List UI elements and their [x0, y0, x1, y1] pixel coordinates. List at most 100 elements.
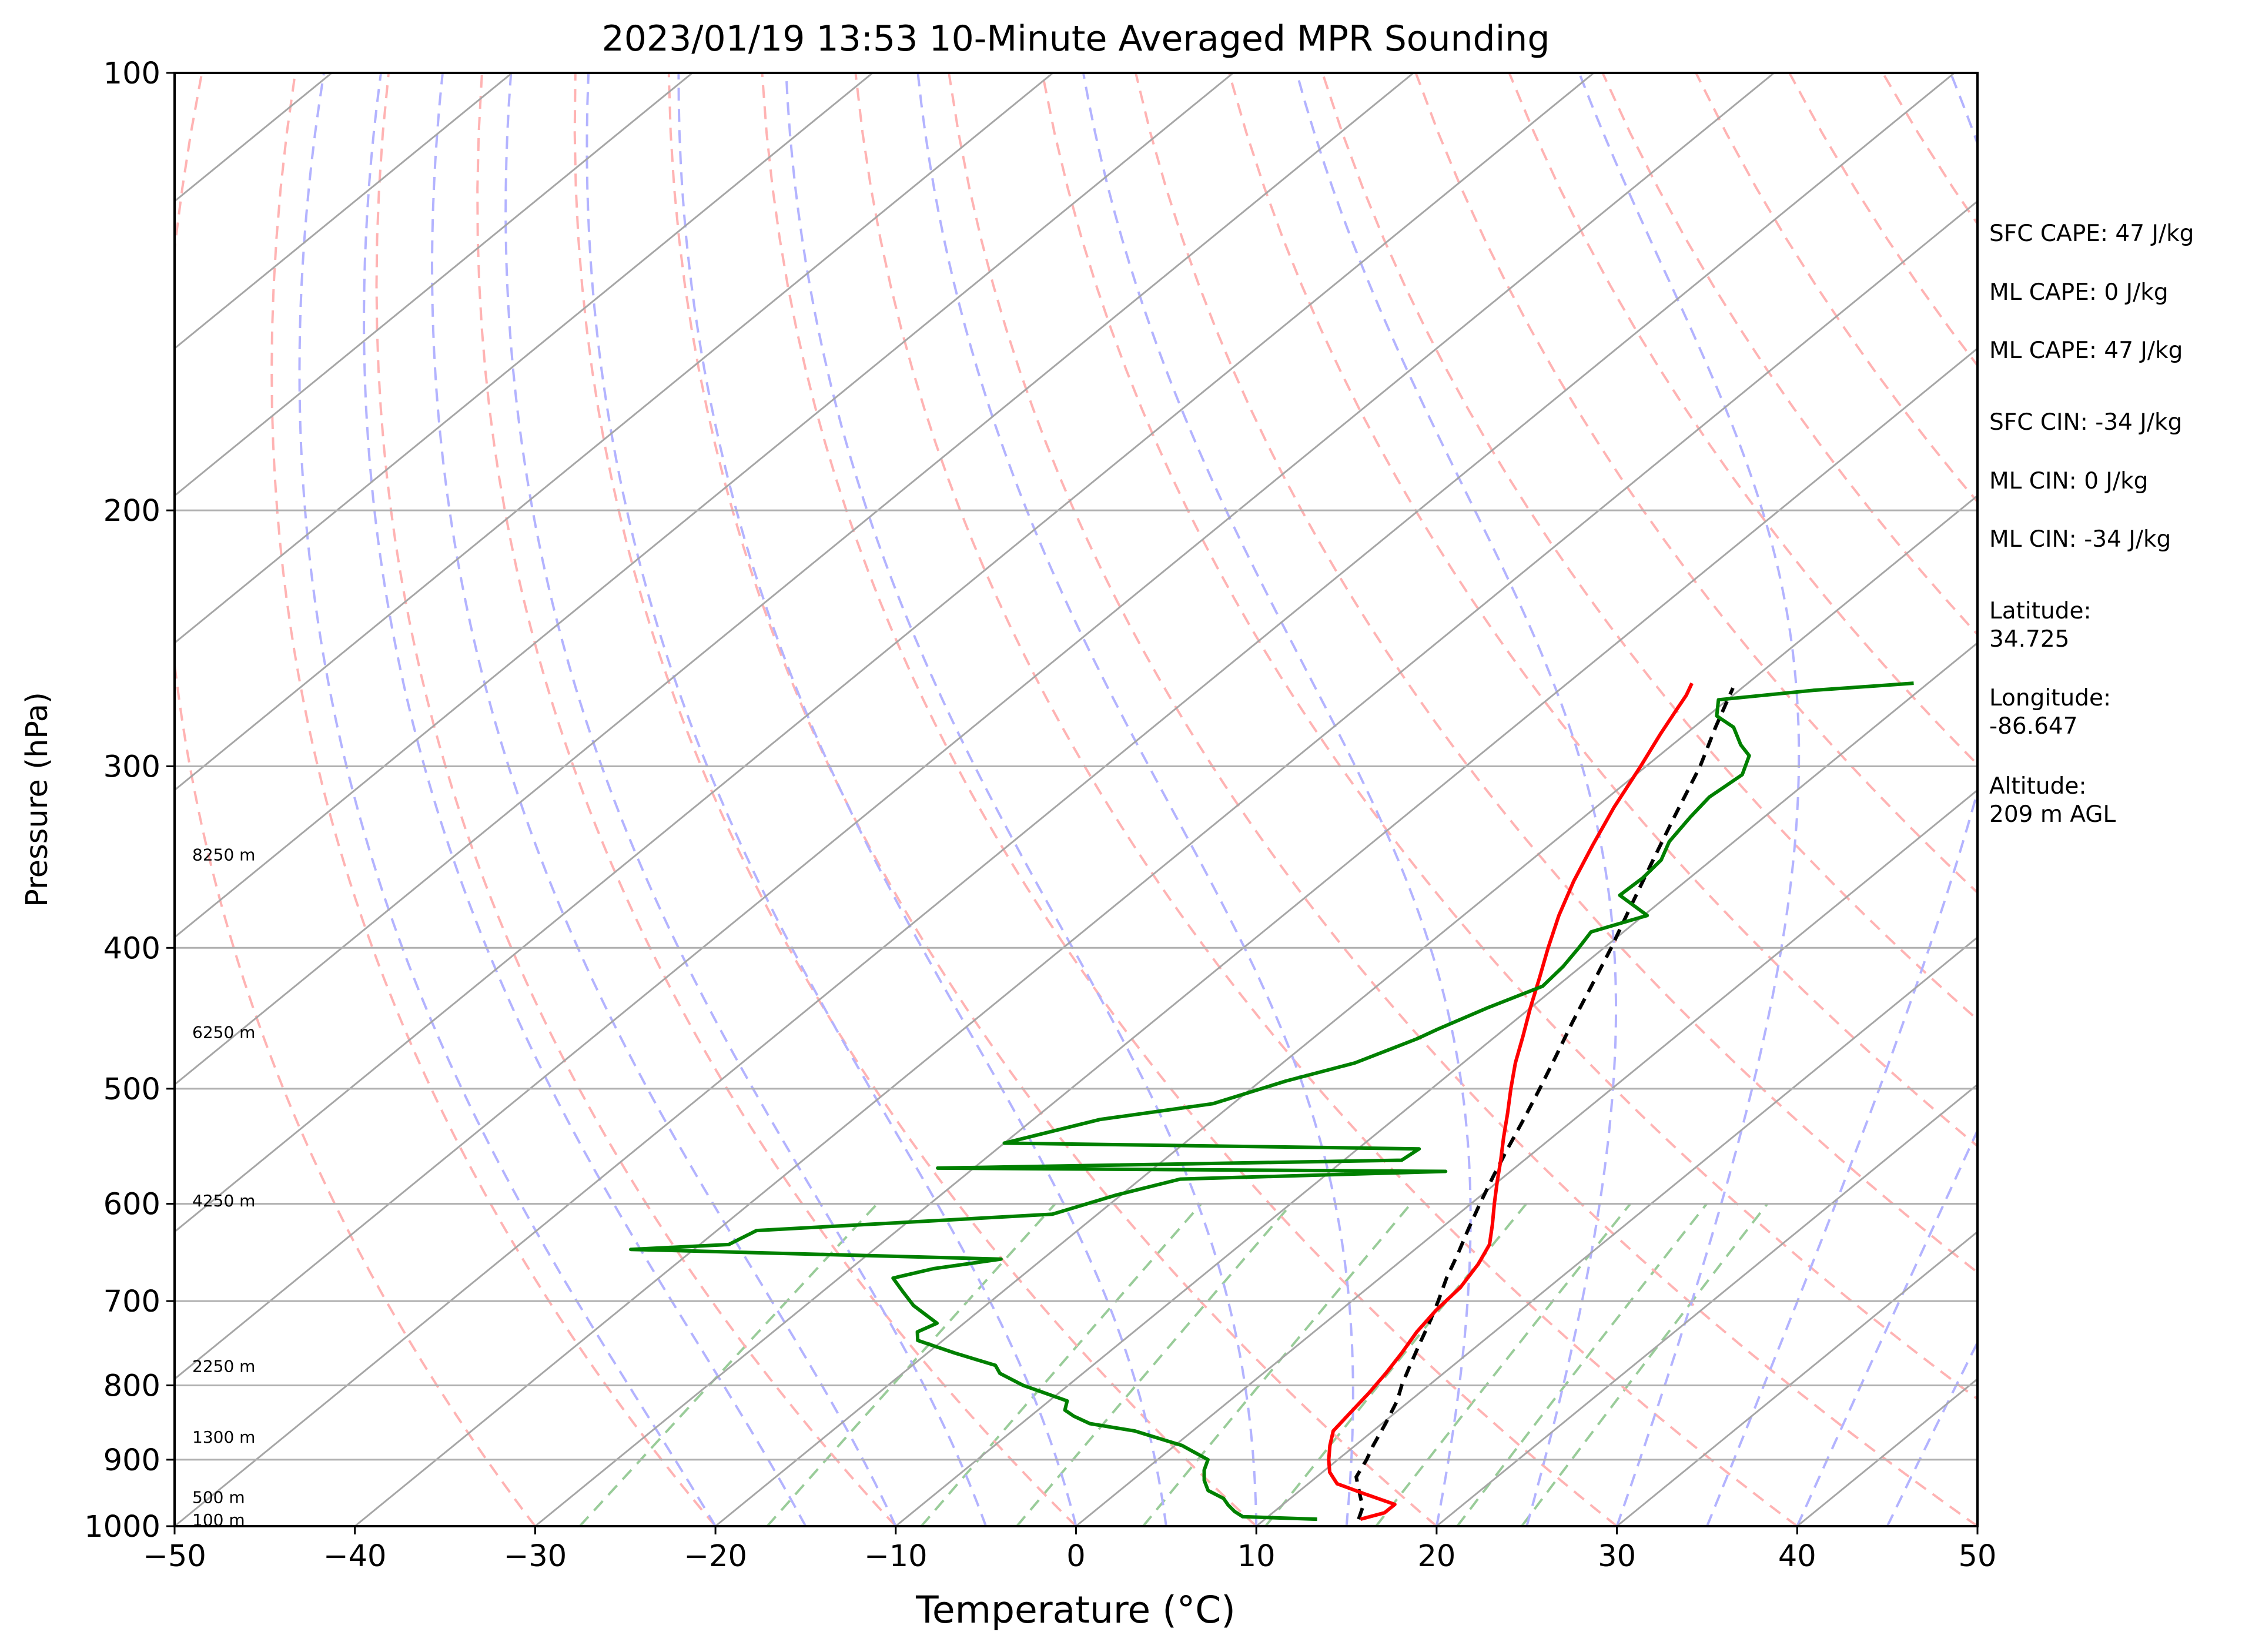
temperature-line [1327, 682, 1694, 1521]
isotherms [175, 73, 1977, 1526]
moist-adiabat-line [1296, 73, 1617, 1526]
dry-adiabat-line [1135, 73, 1977, 1274]
isotherm-line [175, 73, 874, 644]
height-label: 2250 m [192, 1357, 255, 1376]
info-line: ML CIN: -34 J/kg [1989, 526, 2171, 553]
moist-adiabat-line [677, 73, 1167, 1526]
moist-adiabat-line [1082, 73, 1472, 1526]
info-line: Longitude: [1989, 685, 2111, 711]
x-tick-label: −20 [684, 1539, 747, 1574]
moist-adiabat-line [363, 73, 807, 1526]
dewpoint-line [629, 681, 1914, 1521]
info-line: SFC CIN: -34 J/kg [1989, 409, 2182, 436]
y-tick-label: 500 [103, 1072, 160, 1107]
height-label: 500 m [192, 1488, 245, 1507]
moist-adiabat-line [785, 73, 1258, 1526]
isotherm-line [175, 73, 1955, 1526]
dry-adiabat-line [270, 73, 717, 1526]
parcel-profile-line [1354, 687, 1735, 1520]
isotherm-line [175, 73, 1234, 939]
moist-adiabat-line [504, 73, 988, 1526]
dry-adiabats [175, 73, 2242, 1526]
mixing-ratio-line [1264, 1203, 1528, 1526]
x-tick-label: 50 [1959, 1539, 1997, 1574]
y-tick-label: 200 [103, 494, 160, 529]
moist-adiabats [298, 73, 1977, 1526]
x-tick-label: −40 [323, 1539, 387, 1574]
isotherm-line [1256, 936, 1977, 1526]
y-axis-label: Pressure (hPa) [20, 692, 55, 907]
x-tick-label: −50 [143, 1539, 206, 1574]
dry-adiabat-line [375, 73, 897, 1526]
x-tick-label: 30 [1598, 1539, 1636, 1574]
pressure-grid [175, 73, 1977, 1526]
isotherm-line [175, 73, 1414, 1086]
info-line: Altitude: [1989, 773, 2087, 800]
moist-adiabat-line [1706, 73, 1977, 1526]
info-panel: SFC CAPE: 47 J/kg ML CAPE: 0 J/kg ML CAPE:… [1989, 220, 2194, 828]
x-axis: −50 −40 −30 −20 −10 0 10 20 30 40 50 [143, 1526, 1996, 1574]
y-tick-label: 300 [103, 750, 160, 784]
y-tick-label: 100 [103, 56, 160, 91]
isotherm-line [354, 200, 1977, 1526]
isotherm-line [1616, 1230, 1977, 1526]
dry-adiabat-line [1227, 73, 1977, 1148]
dry-adiabat-line [476, 73, 1077, 1526]
info-line: 209 m AGL [1989, 801, 2116, 828]
info-line: ML CIN: 0 J/kg [1989, 468, 2148, 494]
height-label: 1300 m [192, 1427, 255, 1447]
height-label: 4250 m [192, 1191, 255, 1210]
background-lines [175, 73, 2242, 1526]
x-tick-label: −30 [504, 1539, 567, 1574]
x-tick-label: 0 [1066, 1539, 1085, 1574]
y-tick-label: 900 [103, 1443, 160, 1478]
y-tick-label: 400 [103, 931, 160, 966]
isotherm-line [175, 73, 693, 497]
height-label: 6250 m [192, 1022, 255, 1042]
dry-adiabat-line [948, 73, 1977, 1526]
info-line: Latitude: [1989, 598, 2092, 624]
y-tick-label: 1000 [84, 1510, 160, 1544]
height-label: 8250 m [192, 845, 255, 864]
isotherm-line [895, 641, 1977, 1526]
info-line: ML CAPE: 0 J/kg [1989, 279, 2169, 306]
x-tick-label: 10 [1237, 1539, 1276, 1574]
y-axis: 100 200 300 400 500 600 700 800 900 1000 [84, 56, 175, 1544]
isotherm-line [175, 73, 1054, 791]
moist-adiabat-line [1886, 1340, 1977, 1526]
dry-adiabat-line [2163, 73, 2242, 1526]
dry-adiabat-line [573, 73, 1257, 1526]
mixing-ratio-line [766, 1203, 1056, 1526]
moist-adiabat-line [585, 73, 1078, 1526]
y-tick-label: 800 [103, 1369, 160, 1403]
dry-adiabat-line [667, 73, 1438, 1526]
dry-adiabat-line [1041, 73, 1977, 1401]
isotherm-line [534, 347, 1977, 1526]
y-tick-label: 700 [103, 1285, 160, 1319]
info-line: SFC CAPE: 47 J/kg [1989, 220, 2194, 247]
moist-adiabat-line [1578, 73, 1801, 1526]
x-axis-label: Temperature (°C) [915, 1589, 1236, 1631]
moist-adiabat-line [1796, 1128, 1977, 1526]
moist-adiabat-line [430, 73, 897, 1526]
sounding-traces [629, 681, 1914, 1521]
isotherm-line [715, 494, 1977, 1526]
isotherm-line [175, 73, 1775, 1380]
info-line: ML CAPE: 47 J/kg [1989, 337, 2183, 364]
x-tick-label: 40 [1778, 1539, 1816, 1574]
isotherm-line [175, 73, 513, 350]
isotherm-line [1075, 789, 1977, 1526]
x-tick-label: 20 [1417, 1539, 1455, 1574]
dry-adiabat-line [1508, 73, 1977, 767]
x-tick-label: −10 [864, 1539, 928, 1574]
isotherm-line [1435, 1083, 1977, 1526]
isotherm-line [175, 73, 1595, 1233]
mixing-ratio-line [1142, 1203, 1412, 1526]
chart-title: 2023/01/19 13:53 10-Minute Averaged MPR … [602, 18, 1550, 59]
y-tick-label: 600 [103, 1188, 160, 1222]
info-line: -86.647 [1989, 713, 2078, 740]
info-line: 34.725 [1989, 626, 2069, 653]
dry-adiabat-line [761, 73, 1618, 1526]
